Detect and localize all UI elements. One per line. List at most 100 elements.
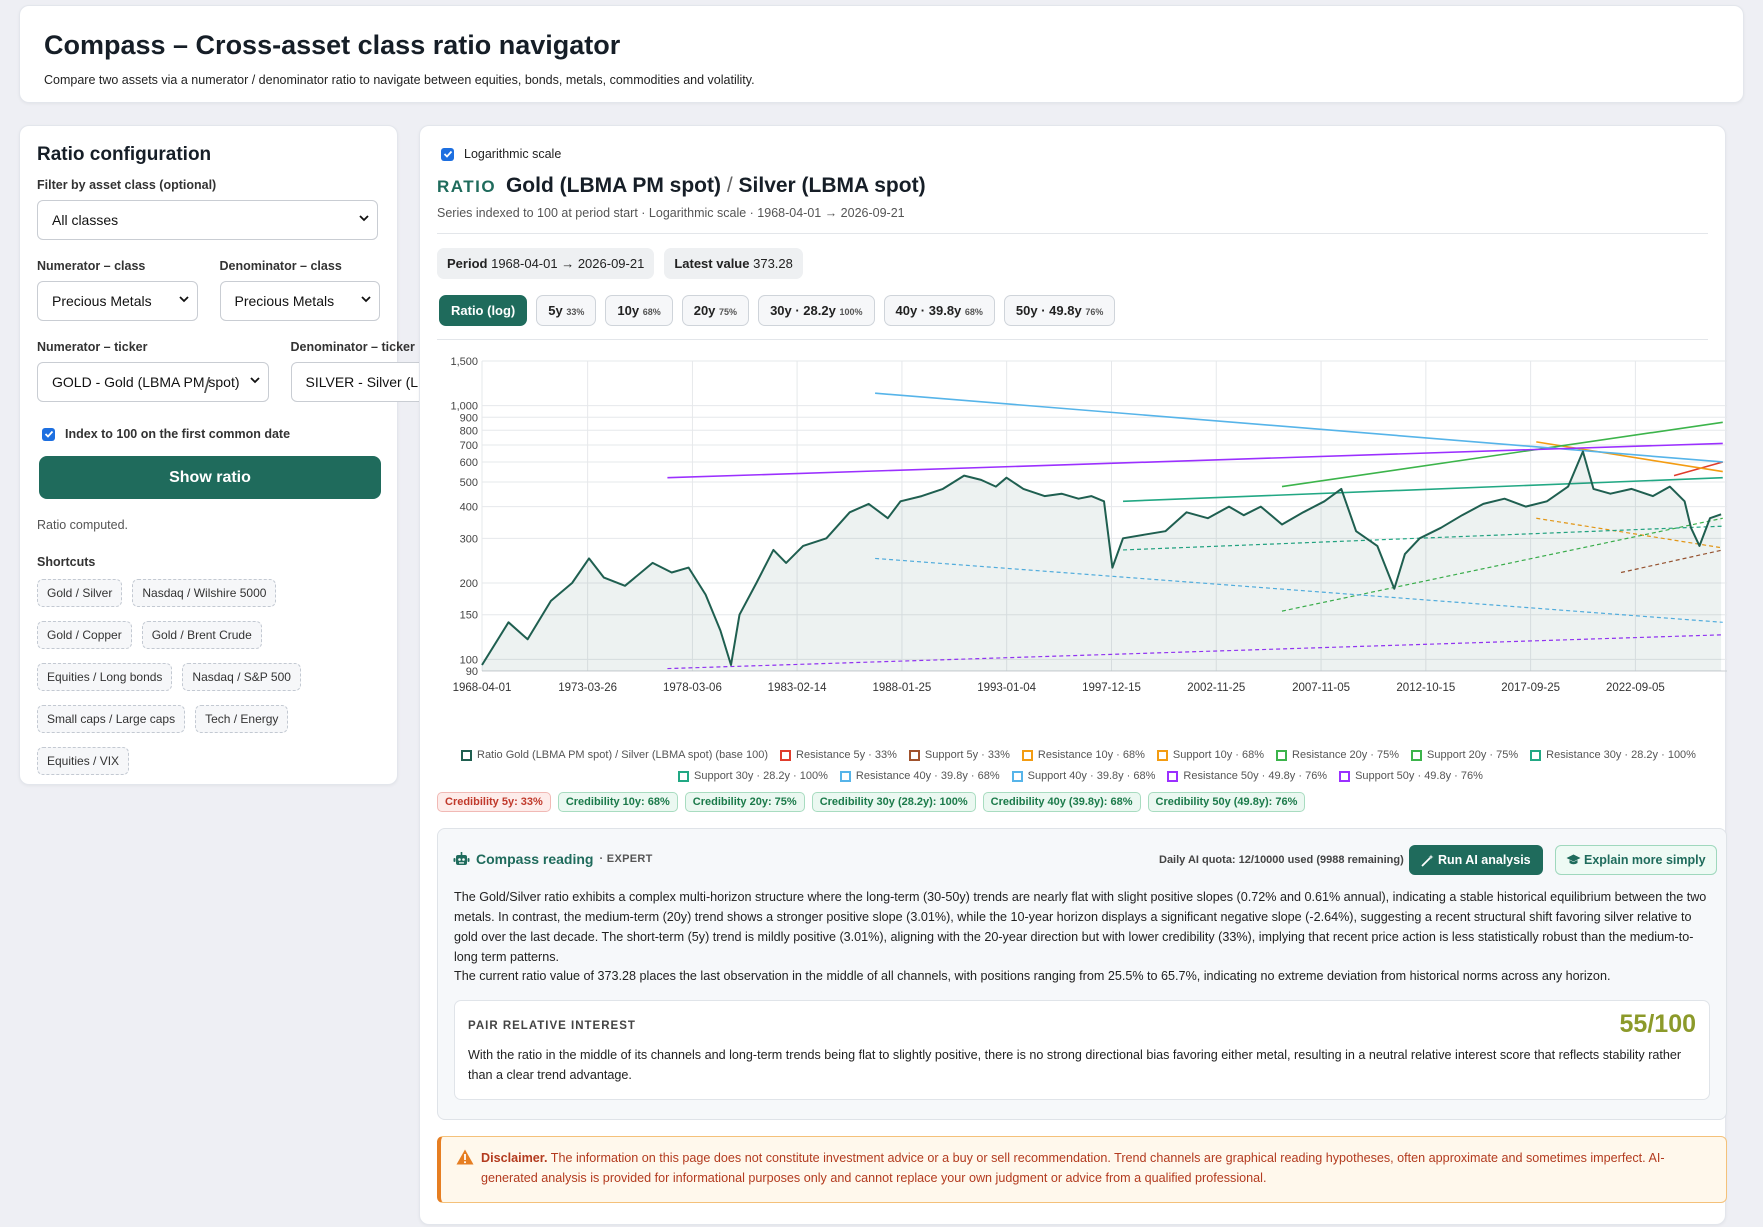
explain-simply-label: Explain more simply: [1584, 853, 1706, 867]
reading-level: · EXPERT: [599, 853, 653, 865]
divider: [437, 339, 1708, 340]
y-tick-label: 150: [460, 610, 478, 622]
show-ratio-button[interactable]: Show ratio: [39, 456, 381, 499]
log-scale-toggle[interactable]: Logarithmic scale: [441, 147, 561, 161]
shortcut-chip[interactable]: Gold / Silver: [37, 579, 123, 607]
legend-swatch: [1011, 770, 1023, 782]
interest-text: With the ratio in the middle of its chan…: [468, 1048, 1682, 1082]
numerator-ticker-label: Numerator – ticker: [37, 340, 148, 354]
x-tick-label: 1978-03-06: [663, 682, 722, 694]
horizon-tab[interactable]: 20y 75%: [681, 295, 750, 326]
run-ai-analysis-button[interactable]: Run AI analysis: [1409, 845, 1543, 875]
disclaimer-banner: Disclaimer. The information on this page…: [437, 1136, 1727, 1203]
divider: [437, 233, 1708, 234]
denominator-class-label: Denominator – class: [219, 259, 342, 273]
denominator-class-value: Precious Metals: [234, 293, 335, 309]
credibility-badge: Credibility 10y: 68%: [557, 792, 678, 812]
legend-label: Resistance 10y · 68%: [1037, 749, 1145, 761]
shortcuts-list: Gold / Silver Nasdaq / Wilshire 5000 Gold …: [37, 579, 337, 775]
legend-item[interactable]: Resistance 30y · 28.2y · 100%: [1530, 749, 1696, 761]
numerator-class-select[interactable]: Precious Metals: [37, 281, 198, 321]
tab-label: 40y · 39.8y: [895, 303, 962, 318]
legend-label: Resistance 20y · 75%: [1292, 749, 1400, 761]
checkbox-checked-icon[interactable]: [441, 147, 454, 161]
numerator-name: Gold (LBMA PM spot): [505, 174, 721, 197]
tab-label: 50y · 49.8y: [1015, 303, 1082, 318]
tab-label: 30y · 28.2y: [770, 303, 836, 318]
x-tick-label: 2012-10-15: [1396, 682, 1455, 694]
numerator-class-value: Precious Metals: [52, 293, 152, 309]
legend-swatch: [1530, 749, 1542, 761]
legend-item[interactable]: Resistance 10y · 68%: [1021, 749, 1145, 761]
y-tick-label: 1,500: [450, 356, 478, 368]
trendline: [1673, 461, 1723, 477]
horizon-tab[interactable]: Ratio (log): [439, 295, 528, 326]
shortcut-chip[interactable]: Nasdaq / Wilshire 5000: [132, 579, 277, 607]
legend-item[interactable]: Resistance 40y · 39.8y · 68%: [839, 770, 1000, 782]
graduation-cap-icon: [1566, 854, 1581, 865]
legend-item[interactable]: Resistance 50y · 49.8y · 76%: [1167, 770, 1327, 782]
numerator-class-label: Numerator – class: [37, 259, 146, 273]
filter-label: Filter by asset class (optional): [37, 178, 217, 192]
latest-value-pill: Latest value 373.28: [664, 248, 803, 279]
legend-item[interactable]: Ratio Gold (LBMA PM spot) / Silver (LBMA…: [461, 749, 768, 761]
legend-item[interactable]: Support 10y · 68%: [1156, 749, 1264, 761]
horizon-tab[interactable]: 10y 68%: [605, 295, 673, 326]
horizon-tab[interactable]: 40y · 39.8y 68%: [883, 295, 995, 326]
denominator-class-select[interactable]: Precious Metals: [219, 281, 380, 321]
credibility-badge: Credibility 40y (39.8y): 68%: [982, 792, 1141, 812]
legend-swatch: [1167, 770, 1179, 782]
ratio-line: [481, 450, 1722, 666]
shortcuts-label: Shortcuts: [37, 555, 96, 569]
asset-class-filter-select[interactable]: All classes: [37, 200, 378, 240]
shortcut-chip[interactable]: Equities / Long bonds: [37, 663, 173, 691]
legend-item[interactable]: Resistance 20y · 75%: [1276, 749, 1399, 761]
legend-swatch: [780, 749, 792, 761]
x-tick-label: 2007-11-05: [1292, 682, 1350, 694]
legend-label: Resistance 50y · 49.8y · 76%: [1183, 770, 1328, 782]
legend-label: Support 40y · 39.8y · 68%: [1027, 770, 1156, 782]
y-tick-label: 200: [460, 578, 478, 590]
trendline: [875, 557, 1723, 623]
checkbox-checked-icon[interactable]: [42, 427, 55, 441]
chevron-down-icon: [178, 296, 189, 303]
latest-label: Latest value: [674, 256, 750, 271]
shortcut-chip[interactable]: Gold / Copper: [37, 621, 132, 649]
horizon-tab[interactable]: 50y · 49.8y 76%: [1003, 295, 1116, 326]
shortcut-chip[interactable]: Nasdaq / S&P 500: [182, 663, 301, 691]
horizon-tab[interactable]: 30y · 28.2y 100%: [758, 295, 875, 326]
legend-swatch: [1411, 749, 1423, 761]
legend-swatch: [1276, 749, 1288, 761]
legend-item[interactable]: Support 20y · 75%: [1411, 749, 1518, 761]
legend-item[interactable]: Resistance 5y · 33%: [780, 749, 897, 761]
ratio-tag: RATIO: [437, 177, 497, 196]
trendline: [875, 392, 1723, 463]
robot-icon: [453, 851, 470, 865]
explain-simply-button[interactable]: Explain more simply: [1555, 845, 1717, 875]
shortcut-chip[interactable]: Equities / VIX: [37, 747, 130, 775]
legend-item[interactable]: Support 50y · 49.8y · 76%: [1339, 770, 1483, 782]
reading-paragraph-2: The current ratio value of 373.28 places…: [454, 969, 1611, 983]
y-tick-label: 1,000: [450, 401, 478, 413]
summary-pills: Period 1968-04-01 → 2026-09-21 Latest va…: [437, 248, 803, 279]
y-tick-label: 500: [460, 477, 478, 489]
shortcut-chip[interactable]: Tech / Energy: [195, 705, 289, 733]
ratio-sep: /: [726, 174, 733, 197]
y-tick-label: 90: [466, 666, 478, 678]
shortcut-chip[interactable]: Small caps / Large caps: [37, 705, 186, 733]
legend-item[interactable]: Support 30y · 28.2y · 100%: [678, 770, 828, 782]
legend-item[interactable]: Support 40y · 39.8y · 68%: [1011, 770, 1156, 782]
ratio-main-panel: Logarithmic scale RATIO Gold (LBMA PM sp…: [419, 125, 1727, 1225]
horizon-tab[interactable]: 5y 33%: [536, 295, 597, 326]
trendline: [667, 634, 1723, 670]
period-value: 1968-04-01 → 2026-09-21: [491, 256, 645, 271]
series-meta: Series indexed to 100 at period start · …: [437, 206, 905, 220]
legend-item[interactable]: Support 5y · 33%: [908, 749, 1010, 761]
numerator-ticker-select[interactable]: GOLD - Gold (LBMA PM spot): [37, 362, 269, 402]
pair-interest-box: PAIR RELATIVE INTEREST 55/100 With the r…: [454, 1000, 1710, 1100]
index-to-100-toggle[interactable]: Index to 100 on the first common date: [42, 427, 380, 441]
shortcut-chip[interactable]: Gold / Brent Crude: [141, 621, 262, 649]
legend-label: Resistance 30y · 28.2y · 100%: [1546, 749, 1696, 761]
legend-label: Support 30y · 28.2y · 100%: [694, 770, 828, 782]
